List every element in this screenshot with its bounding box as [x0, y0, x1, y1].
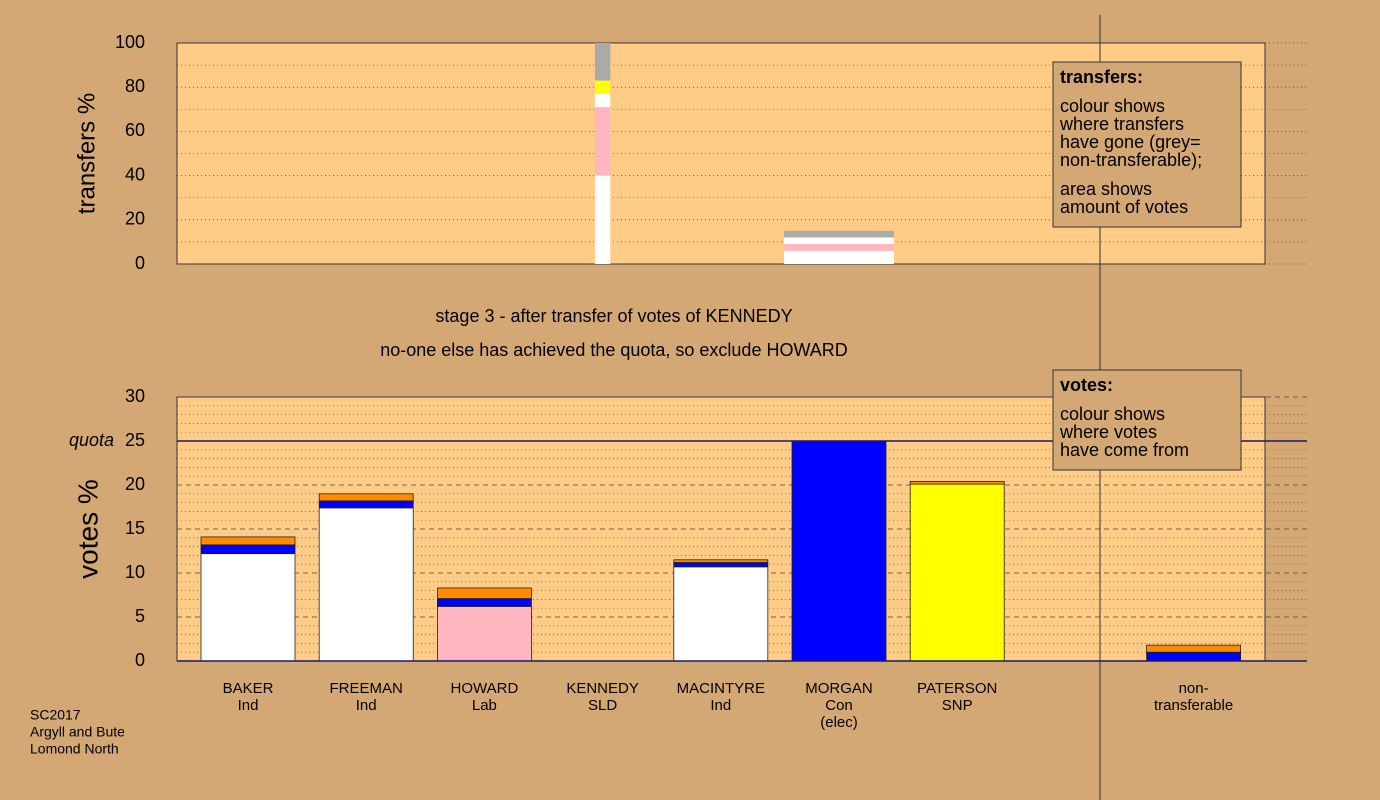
bar-segment: [594, 80, 611, 94]
bar-segment: [436, 598, 532, 607]
y-tick-label: 80: [125, 76, 145, 96]
y-axis-title: votes %: [72, 479, 103, 579]
bar-segment: [200, 544, 296, 555]
subtitle: stage 3 - after transfer of votes of KEN…: [435, 306, 792, 326]
footer: SC2017: [30, 707, 81, 723]
bar-segment: [784, 230, 894, 238]
footer: Lomond North: [30, 741, 119, 757]
legend-text: colour shows: [1060, 96, 1165, 116]
bar-segment: [1146, 644, 1241, 653]
y-tick-label: 60: [125, 120, 145, 140]
legend-text: where votes: [1059, 422, 1157, 442]
bar-segment: [436, 587, 532, 599]
bar-segment: [673, 562, 769, 568]
legend-box: [1052, 61, 1242, 228]
footer: Argyll and Bute: [30, 724, 125, 740]
legend-text: non-transferable);: [1060, 150, 1202, 170]
bar-segment: [784, 237, 894, 245]
bar-segment: [436, 606, 532, 662]
x-tick-label: Ind: [238, 697, 259, 714]
bar-segment: [594, 93, 611, 108]
x-tick-label: SLD: [588, 697, 617, 714]
bar-segment: [318, 507, 414, 662]
x-tick-label: KENNEDY: [566, 680, 639, 697]
bar-segment: [318, 493, 414, 502]
x-tick-label: (elec): [820, 714, 858, 731]
x-tick-label: PATERSON: [917, 680, 997, 697]
x-tick-label: BAKER: [223, 680, 274, 697]
bar-segment: [200, 553, 296, 662]
y-axis-title: transfers %: [73, 93, 100, 214]
bar-segment: [909, 481, 1005, 485]
x-tick-label: FREEMAN: [330, 680, 403, 697]
bar-segment: [909, 483, 1005, 662]
x-tick-label: Ind: [710, 697, 731, 714]
x-tick-label: MORGAN: [805, 680, 873, 697]
bar-segment: [784, 250, 894, 264]
legend-text: have gone (grey=: [1060, 132, 1201, 152]
y-tick-label: 0: [135, 650, 145, 670]
x-tick-label: non-: [1179, 680, 1209, 697]
bar-segment: [673, 559, 769, 563]
bar-segment: [791, 440, 887, 662]
x-tick-label: SNP: [942, 697, 973, 714]
legend-text: have come from: [1060, 440, 1189, 460]
y-tick-label: 0: [135, 253, 145, 273]
x-tick-label: HOWARD: [451, 680, 519, 697]
y-tick-label: 100: [115, 32, 145, 52]
bar-segment: [318, 500, 414, 509]
bar-segment: [784, 244, 894, 251]
y-tick-label: 30: [125, 386, 145, 406]
legend-text: colour shows: [1060, 404, 1165, 424]
bar-segment: [594, 43, 611, 81]
y-tick-label: 20: [125, 209, 145, 229]
legend-text: where transfers: [1059, 114, 1184, 134]
legend-title: votes:: [1060, 375, 1113, 395]
bar-segment: [200, 536, 296, 546]
x-tick-label: transferable: [1154, 697, 1233, 714]
y-tick-label: 15: [125, 518, 145, 538]
legend-box: [1052, 369, 1242, 471]
legend-text: amount of votes: [1060, 197, 1188, 217]
bar-segment: [594, 175, 611, 264]
y-tick-label: 25: [125, 430, 145, 450]
x-tick-label: Lab: [472, 697, 497, 714]
bar-segment: [1146, 651, 1241, 662]
bar-segment: [673, 566, 769, 662]
x-tick-label: MACINTYRE: [677, 680, 765, 697]
y-tick-label: 10: [125, 562, 145, 582]
legend-title: transfers:: [1060, 67, 1143, 87]
y-tick-label: 5: [135, 606, 145, 626]
x-tick-label: Con: [825, 697, 853, 714]
y-tick-label: 20: [125, 474, 145, 494]
subtitle: no-one else has achieved the quota, so e…: [380, 340, 848, 360]
quota-label: quota: [69, 430, 114, 450]
y-tick-label: 40: [125, 164, 145, 184]
x-tick-label: Ind: [356, 697, 377, 714]
bar-segment: [594, 107, 611, 176]
legend-text: area shows: [1060, 179, 1152, 199]
